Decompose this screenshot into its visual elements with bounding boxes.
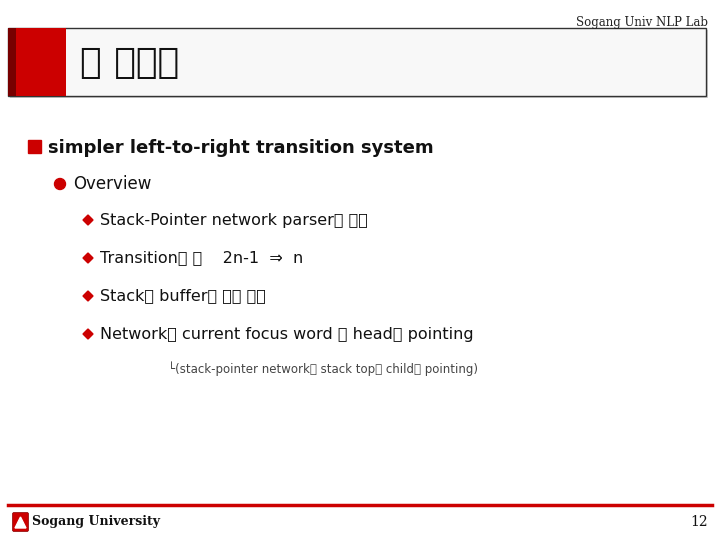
Text: Stack-Pointer network parser를 변형: Stack-Pointer network parser를 변형 <box>100 213 368 227</box>
Text: Sogang Univ NLP Lab: Sogang Univ NLP Lab <box>576 16 708 29</box>
Polygon shape <box>83 329 93 339</box>
Text: Overview: Overview <box>73 175 151 193</box>
Text: Sogang University: Sogang University <box>32 516 160 529</box>
Text: 12: 12 <box>690 515 708 529</box>
Text: └(stack-pointer network는 stack top의 child를 pointing): └(stack-pointer network는 stack top의 chil… <box>168 362 478 376</box>
Polygon shape <box>83 215 93 225</box>
Text: Transition의 수    2n-1  ⇒  n: Transition의 수 2n-1 ⇒ n <box>100 251 303 266</box>
Text: Network는 current focus word 의 head를 pointing: Network는 current focus word 의 head를 poin… <box>100 327 474 341</box>
Bar <box>8 28 66 96</box>
Polygon shape <box>83 253 93 263</box>
Bar <box>10 30 708 98</box>
Polygon shape <box>83 291 93 301</box>
Text: 제 안모델: 제 안모델 <box>80 46 179 80</box>
Bar <box>8 28 706 96</box>
Bar <box>8 28 16 96</box>
FancyBboxPatch shape <box>12 512 29 531</box>
Circle shape <box>55 179 66 190</box>
Polygon shape <box>15 517 26 528</box>
Bar <box>28 140 41 153</box>
Text: Stack과 buffer를 쓰지 않음: Stack과 buffer를 쓰지 않음 <box>100 288 266 303</box>
Text: simpler left-to-right transition system: simpler left-to-right transition system <box>48 139 433 157</box>
